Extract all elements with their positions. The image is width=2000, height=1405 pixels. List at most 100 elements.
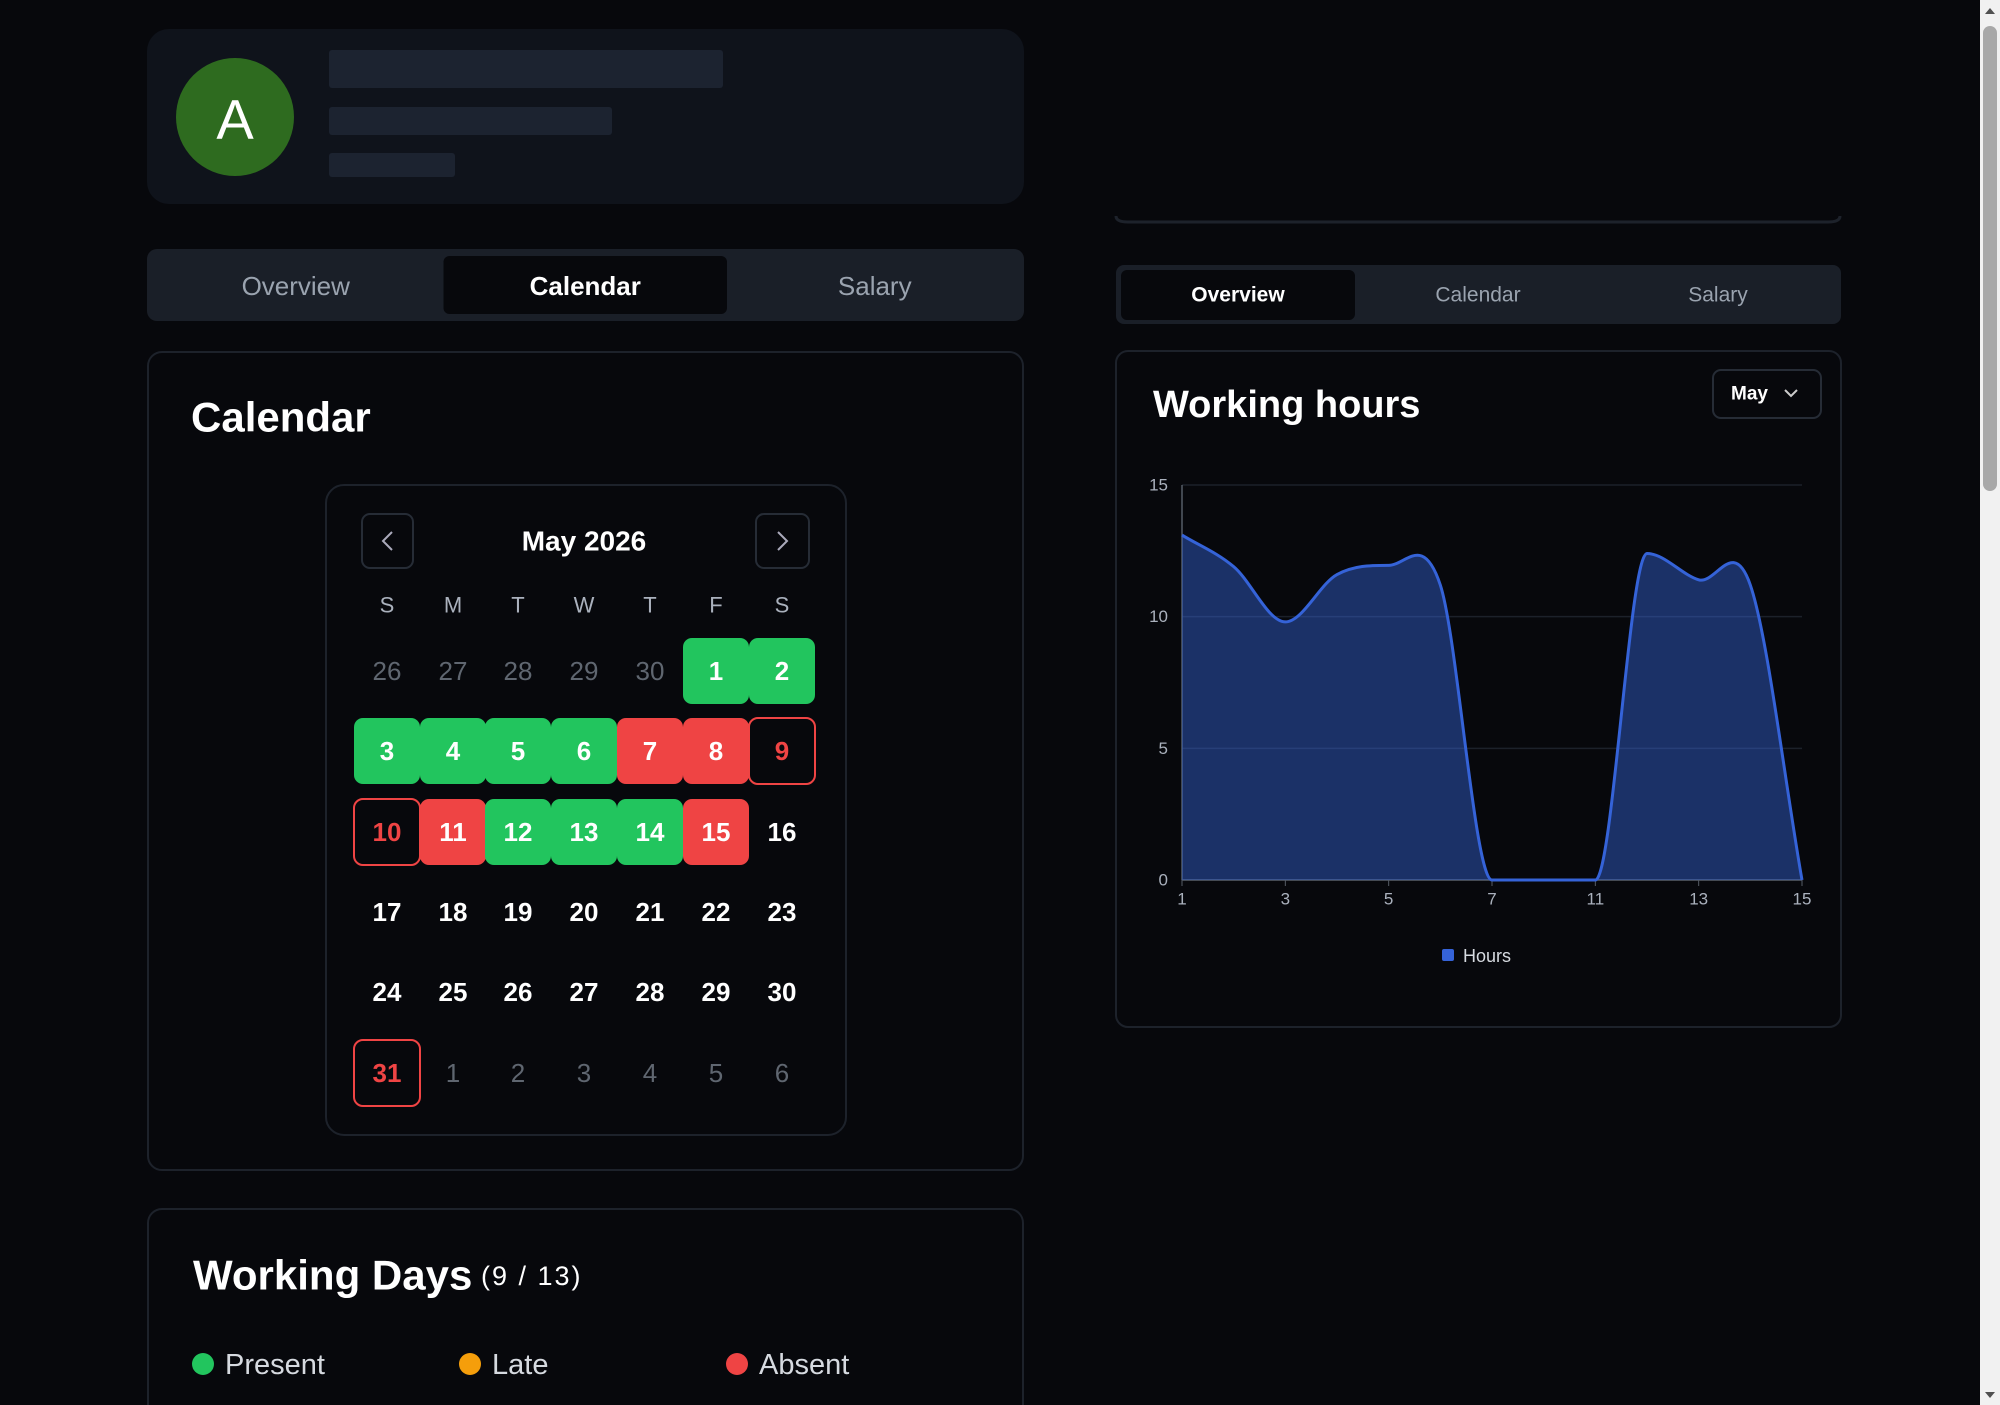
legend-dot	[192, 1353, 214, 1375]
weekday: W	[574, 593, 595, 618]
legend: Present Late Absent	[192, 1349, 849, 1381]
scroll-down[interactable]	[1985, 1392, 1995, 1398]
day: 2	[775, 656, 789, 686]
legend-dot	[726, 1353, 748, 1375]
prev-month-button[interactable]	[361, 513, 414, 569]
x-tick-label: 3	[1281, 890, 1290, 909]
day-cell	[683, 799, 749, 865]
day: 24	[373, 977, 402, 1007]
day: 27	[439, 656, 468, 686]
legend-dot	[459, 1353, 481, 1375]
line	[1181, 533, 1804, 882]
x-tick-label: 5	[1384, 890, 1393, 909]
card-edge	[1114, 215, 1842, 224]
month-select[interactable]	[1712, 369, 1822, 419]
day: 7	[643, 736, 657, 766]
x-tick-label: 13	[1689, 890, 1708, 909]
card-title: Calendar	[191, 394, 371, 441]
day: 15	[702, 817, 731, 847]
day: 29	[570, 656, 599, 686]
avatar-letter: A	[216, 88, 254, 151]
day: 5	[709, 1058, 723, 1088]
skeleton	[329, 107, 612, 135]
day: 25	[439, 977, 468, 1007]
next-month-button[interactable]	[755, 513, 810, 569]
day: 1	[446, 1058, 460, 1088]
day: 26	[504, 977, 533, 1007]
avatar	[176, 58, 294, 176]
day: 21	[636, 897, 665, 927]
day: 9	[775, 736, 789, 766]
day: 30	[636, 656, 665, 686]
card-title: Working Days	[193, 1252, 472, 1299]
legend-label: Hours	[1463, 946, 1511, 966]
day: 23	[768, 897, 797, 927]
skeleton	[329, 153, 455, 177]
working-hours-card	[1115, 350, 1842, 1028]
day: 30	[768, 977, 797, 1007]
day: 11	[439, 817, 467, 847]
day: 16	[768, 817, 797, 847]
weekday: T	[511, 593, 524, 618]
day: 6	[577, 736, 591, 766]
scrollbar-thumb[interactable]	[1983, 26, 1997, 491]
x-tick-label: 1	[1177, 890, 1186, 909]
day: 6	[775, 1058, 789, 1088]
y-tick-label: 10	[1149, 607, 1168, 626]
day-cell	[683, 638, 749, 704]
working-days-count: (9 / 13)	[481, 1261, 583, 1291]
day-cell	[748, 717, 816, 785]
day: 12	[504, 817, 533, 847]
tab[interactable]: Overview	[242, 271, 351, 301]
calendar-grid: S M T W T F S26 27 28 29 30 1 23 4 5 6 7 8 910 11 12 13 14 15 16…	[353, 593, 816, 1107]
tab-group: Overview Calendar Salary	[242, 256, 912, 314]
day: 20	[570, 897, 599, 927]
chevron-right	[777, 531, 789, 551]
day: 4	[643, 1058, 657, 1088]
day: 28	[504, 656, 533, 686]
day: 10	[373, 817, 402, 847]
tab[interactable]: Calendar	[530, 271, 641, 301]
day: 2	[511, 1058, 525, 1088]
tab-group: Overview Calendar Salary	[1121, 270, 1748, 320]
day: 29	[702, 977, 731, 1007]
day: 1	[709, 656, 723, 686]
day: 5	[511, 736, 525, 766]
day: 27	[570, 977, 599, 1007]
y-tick-label: 5	[1159, 739, 1168, 758]
tab[interactable]: Overview	[1191, 284, 1285, 307]
tab-active-bg	[1121, 270, 1355, 320]
day-cell	[420, 718, 486, 784]
day-cell	[551, 799, 617, 865]
weekday: M	[444, 593, 462, 618]
day-cell	[551, 718, 617, 784]
day: 31	[373, 1058, 402, 1088]
day: 18	[439, 897, 468, 927]
weekday: S	[380, 593, 395, 618]
day: 26	[373, 656, 402, 686]
day: 13	[570, 817, 599, 847]
month-label: May 2026	[522, 526, 647, 557]
day-cell	[354, 718, 420, 784]
day: 17	[373, 897, 402, 927]
day: 8	[709, 736, 723, 766]
day: 3	[577, 1058, 591, 1088]
weekday: F	[709, 593, 722, 618]
tab[interactable]: Salary	[838, 271, 912, 301]
skeleton	[329, 50, 723, 88]
chevron-down	[1784, 389, 1798, 398]
area	[1182, 535, 1802, 880]
weekday: T	[643, 593, 656, 618]
x-tick-label: 7	[1487, 890, 1496, 909]
x-tick-label: 11	[1587, 890, 1605, 909]
day-cell	[683, 718, 749, 784]
legend-label: Absent	[759, 1349, 849, 1381]
scroll-up[interactable]	[1985, 8, 1995, 14]
tab[interactable]: Calendar	[1435, 284, 1520, 307]
day: 3	[380, 736, 394, 766]
day-cell	[485, 718, 551, 784]
tab[interactable]: Salary	[1688, 284, 1748, 307]
